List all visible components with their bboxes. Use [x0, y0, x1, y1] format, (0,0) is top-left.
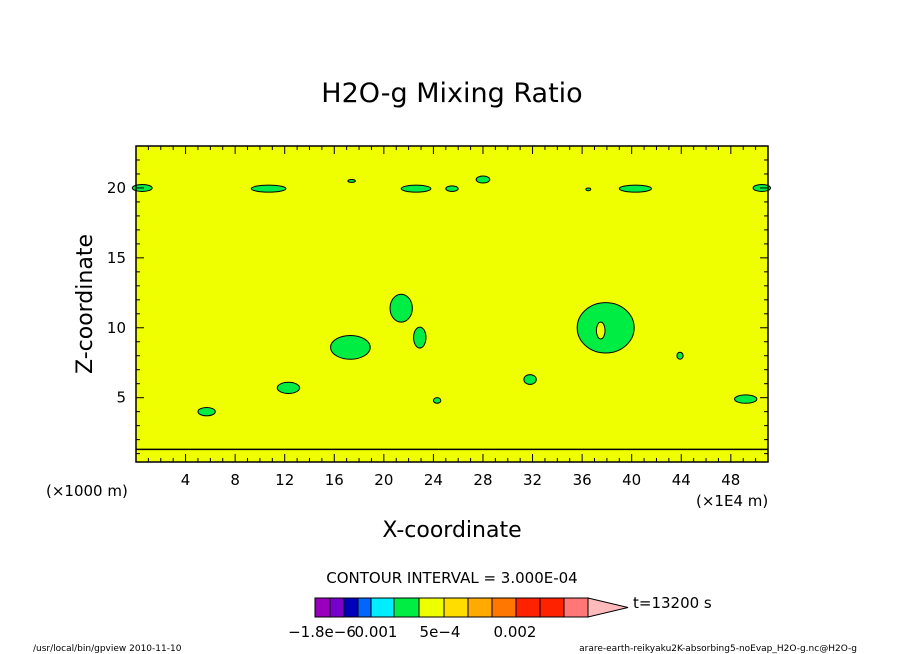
colorbar-cell [329, 597, 345, 618]
colorbar-cell [393, 597, 420, 618]
moist-blob-4 [413, 326, 427, 349]
y-tick-label: 5 [116, 389, 126, 407]
x-tick-label: 20 [374, 471, 393, 489]
colorbar-label: 5e−4 [420, 623, 461, 641]
moist-blob-0 [576, 302, 635, 354]
footer-program: /usr/local/bin/gpview 2010-11-10 [33, 644, 182, 654]
moist-blob-5 [276, 381, 301, 394]
moist-blob-12 [250, 184, 287, 193]
plot-background [136, 146, 768, 462]
colorbar-label: −1.8e−6 [288, 623, 356, 641]
y-tick-label: 20 [107, 179, 126, 197]
x-tick-label: 8 [230, 471, 240, 489]
colorbar [314, 597, 629, 618]
x-tick-label: 32 [523, 471, 542, 489]
x-tick-label: 12 [275, 471, 294, 489]
x-unit-left: (×1000 m) [46, 482, 128, 500]
colorbar-label: 0.002 [494, 623, 537, 641]
colorbar-labels: −1.8e−60.001 5e−4 0.002 [288, 623, 536, 641]
contour-interval-label: CONTOUR INTERVAL = 3.000E-04 [326, 569, 577, 587]
colorbar-cell [443, 597, 469, 618]
x-tick-label: 28 [473, 471, 492, 489]
contour-regions [131, 175, 771, 417]
x-tick-label: 44 [672, 471, 691, 489]
dry-hole-1 [595, 321, 606, 340]
moist-blob-13 [400, 184, 432, 193]
y-tick-label: 15 [107, 249, 126, 267]
moist-blob-14 [445, 185, 459, 192]
colorbar-arrow [587, 597, 629, 618]
colorbar-cell [357, 597, 372, 618]
x-tick-label: 24 [424, 471, 443, 489]
colorbar-cell [370, 597, 395, 618]
moist-blob-9 [432, 397, 442, 404]
moist-blob-18 [347, 179, 356, 183]
moist-blob-2 [389, 293, 413, 323]
y-tick-label: 10 [107, 319, 126, 337]
x-tick-labels: 4 8 12 16 20 24 28 32 36 40 44 48 [181, 471, 741, 489]
plot-frame [135, 145, 769, 463]
footer-file: arare-earth-reikyaku2K-absorbing5-noEvap… [579, 644, 857, 654]
colorbar-cell [418, 597, 445, 618]
x-tick-label: 36 [573, 471, 592, 489]
moist-blob-3 [330, 334, 371, 360]
x-tick-label: 4 [181, 471, 191, 489]
colorbar-cell [563, 597, 589, 618]
moist-blob-10 [676, 351, 684, 360]
colorbar-cell [343, 597, 359, 618]
y-axis-label: Z-coordinate [73, 234, 98, 374]
moist-blob-7 [734, 394, 758, 404]
colorbar-cell [539, 597, 565, 618]
plot-area [131, 145, 771, 463]
moist-blob-16 [618, 184, 653, 193]
x-unit-right: (×1E4 m) [696, 492, 768, 510]
x-tick-label: 48 [721, 471, 740, 489]
colorbar-cell [467, 597, 493, 618]
x-axis-label: X-coordinate [382, 518, 521, 543]
moist-blob-8 [523, 374, 537, 385]
x-tick-label: 40 [622, 471, 641, 489]
axis-ticks [135, 145, 769, 462]
y-tick-labels: 5 10 15 20 [107, 179, 126, 407]
moist-blob-15 [475, 175, 491, 184]
x-tick-label: 16 [325, 471, 344, 489]
colorbar-cell [491, 597, 517, 618]
colorbar-cell [515, 597, 541, 618]
colorbar-cell [314, 597, 331, 618]
moist-blob-6 [197, 406, 216, 417]
time-label: t=13200 s [633, 594, 712, 612]
moist-blob-19 [585, 187, 592, 192]
colorbar-label: 0.001 [355, 623, 398, 641]
chart-title: H2O-g Mixing Ratio [321, 78, 582, 109]
